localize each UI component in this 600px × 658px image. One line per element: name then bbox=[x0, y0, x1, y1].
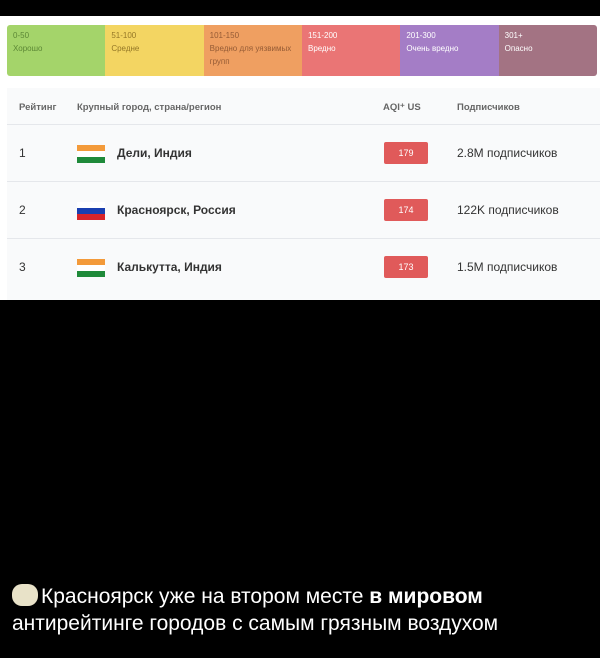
table-row[interactable]: 1 Дели, Индия 179 2.8M подписчиков bbox=[7, 124, 600, 182]
legend-segment: 101-150 Вредно для уязвимых групп bbox=[203, 25, 302, 76]
legend-range: 101-150 bbox=[209, 31, 240, 40]
city-name[interactable]: Калькутта, Индия bbox=[117, 260, 222, 274]
ranking-table: Рейтинг Крупный город, страна/регион AQI… bbox=[7, 88, 600, 300]
rank: 2 bbox=[19, 203, 26, 217]
city-name[interactable]: Дели, Индия bbox=[117, 146, 192, 160]
table-header: Рейтинг Крупный город, страна/регион AQI… bbox=[7, 88, 600, 124]
header-subscribers: Подписчиков bbox=[457, 102, 520, 113]
legend-segment: 201-300 Очень вредно bbox=[400, 25, 499, 76]
legend-segment: 0-50 Хорошо bbox=[7, 25, 106, 76]
legend-segment: 151-200 Вредно bbox=[301, 25, 401, 76]
table-row[interactable]: 2 Красноярск, Россия 174 122K подписчико… bbox=[7, 181, 600, 239]
subscribers: 1.5M подписчиков bbox=[457, 260, 558, 274]
caption: Красноярск уже на втором месте в мировом… bbox=[12, 583, 498, 637]
legend-label: Вредно bbox=[307, 44, 336, 53]
subscribers: 2.8M подписчиков bbox=[457, 146, 558, 160]
legend-range: 301+ bbox=[504, 31, 523, 40]
aqi-badge: 174 bbox=[384, 199, 428, 221]
legend-range: 201-300 bbox=[406, 31, 436, 40]
aqi-legend: 0-50 Хорошо 51-100 Средне 101-150 Вредно для … bbox=[7, 25, 597, 76]
header-city: Крупный город, страна/регион bbox=[77, 102, 222, 113]
legend-label: Средне bbox=[111, 44, 140, 53]
aqi-badge: 173 bbox=[384, 256, 428, 278]
legend-label: Вредно для уязвимых групп bbox=[209, 44, 292, 66]
subscribers: 122K подписчиков bbox=[457, 203, 559, 217]
header-rank: Рейтинг bbox=[19, 102, 57, 113]
legend-range: 0-50 bbox=[13, 31, 30, 40]
legend-segment: 301+ Опасно bbox=[498, 25, 597, 76]
aqi-badge: 179 bbox=[384, 142, 428, 164]
rank: 3 bbox=[19, 260, 26, 274]
cloud-face-emoji-icon bbox=[12, 584, 38, 606]
rank: 1 bbox=[19, 146, 26, 160]
legend-range: 151-200 bbox=[307, 31, 338, 40]
legend-label: Очень вредно bbox=[406, 44, 459, 53]
header-aqi: AQI⁺ US bbox=[383, 102, 421, 113]
india-flag-icon bbox=[77, 145, 105, 163]
caption-text: Красноярск уже на втором месте bbox=[41, 585, 370, 608]
india-flag-icon bbox=[77, 259, 105, 277]
russia-flag-icon bbox=[77, 202, 105, 220]
legend-segment: 51-100 Средне bbox=[105, 25, 204, 76]
table-row[interactable]: 3 Калькутта, Индия 173 1.5M подписчиков bbox=[7, 238, 600, 296]
city-name[interactable]: Красноярск, Россия bbox=[117, 203, 236, 217]
legend-label: Опасно bbox=[504, 44, 533, 53]
legend-label: Хорошо bbox=[13, 44, 43, 53]
caption-bold: в мировом bbox=[369, 585, 483, 608]
caption-line2: антирейтинге городов с самым грязным воз… bbox=[12, 612, 499, 635]
legend-range: 51-100 bbox=[111, 31, 137, 40]
aqi-screenshot: 0-50 Хорошо 51-100 Средне 101-150 Вредно для … bbox=[0, 16, 600, 300]
